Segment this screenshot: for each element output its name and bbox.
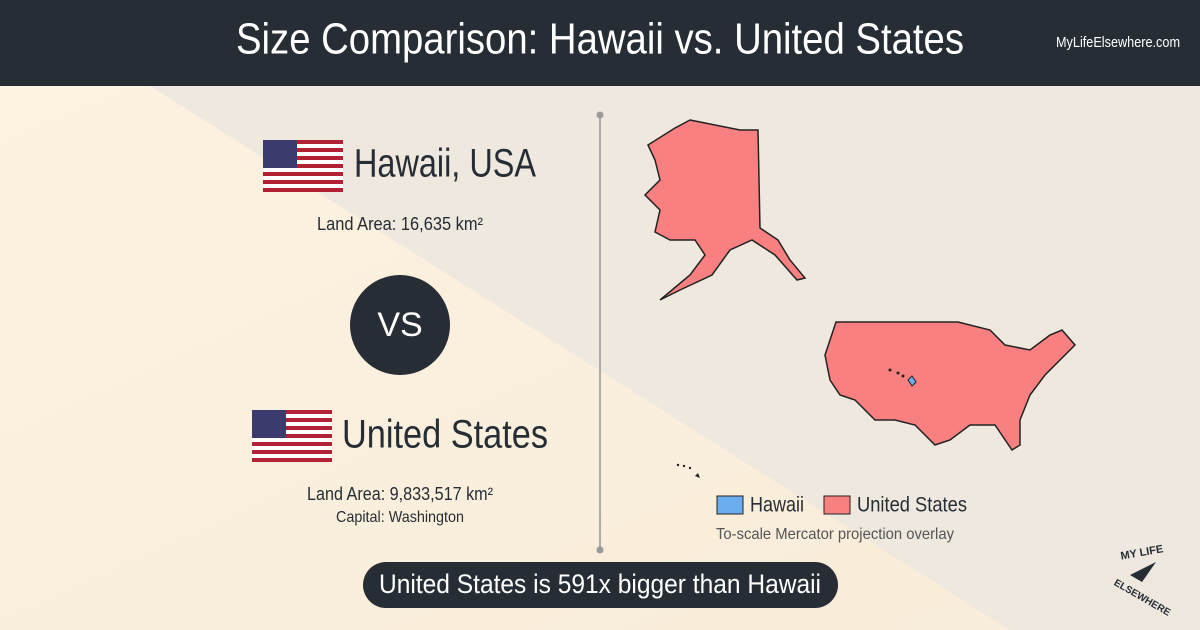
divider-end — [596, 111, 604, 119]
land-area: Land Area: 16,635 km² — [317, 214, 483, 234]
summary: United States is 591x bigger than Hawaii — [379, 569, 821, 599]
logo-plane — [1130, 562, 1156, 582]
flag — [263, 140, 343, 192]
alaska-outline — [643, 119, 807, 301]
hawaii-islet — [682, 464, 686, 468]
country-name: United States — [342, 413, 548, 457]
divider-end — [596, 546, 604, 554]
header — [0, 0, 1200, 86]
hawaii-islet — [695, 473, 700, 478]
hawaii-islet — [688, 466, 692, 470]
site-name: MyLifeElsewhere.com — [1056, 34, 1180, 51]
vs-text: VS — [377, 306, 422, 344]
legend-note: To-scale Mercator projection overlay — [716, 526, 954, 543]
vs-badge — [350, 275, 450, 375]
land-area: Land Area: 9,833,517 km² — [307, 484, 493, 504]
hawaii-islet — [896, 371, 900, 375]
country-name: Hawaii, USA — [354, 142, 536, 186]
legend-swatch — [716, 495, 744, 515]
legend-label: Hawaii — [750, 494, 804, 517]
legend-swatch — [823, 495, 851, 515]
background-band — [150, 86, 1200, 630]
hawaii-islet — [901, 374, 905, 378]
title: Size Comparison: Hawaii vs. United State… — [236, 15, 964, 64]
capital: Capital: Washington — [336, 509, 464, 526]
legend-label: United States — [857, 494, 967, 517]
hawaii-islet — [676, 463, 680, 467]
flag — [252, 410, 332, 462]
us-outline — [824, 321, 1077, 452]
hawaii-islet — [888, 368, 892, 372]
hawaii-overlay — [907, 375, 917, 387]
summary-pill — [363, 562, 838, 608]
